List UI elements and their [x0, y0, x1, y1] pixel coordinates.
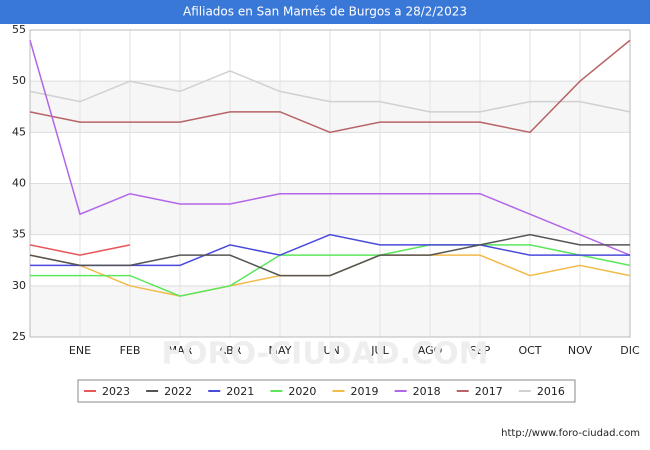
legend-box [77, 379, 576, 403]
legend-label: 2019 [351, 385, 379, 398]
series-line [29, 244, 131, 256]
y-tick-label: 55 [12, 23, 26, 36]
x-tick-label: ENE [69, 344, 91, 357]
y-tick-label: 40 [12, 177, 26, 190]
legend-label: 2017 [475, 385, 503, 398]
series-line [30, 244, 631, 297]
y-tick-label: 35 [12, 228, 26, 241]
legend-label: 2018 [413, 385, 441, 398]
series-line [29, 233, 630, 277]
plot-border [29, 29, 631, 338]
series-line [29, 70, 631, 113]
x-tick-label: MAR [168, 344, 193, 357]
title-bar [0, 0, 650, 24]
y-tick-label: 25 [12, 330, 26, 343]
x-tick-label: AGO [418, 344, 443, 357]
x-tick-label: NOV [568, 344, 593, 357]
footer: http://www.foro-ciudad.com [501, 428, 640, 439]
x-tick-label: OCT [518, 344, 541, 357]
chart-title: Afiliados en San Mamés de Burgos a 28/2/… [183, 5, 467, 19]
watermark: FORO-CIUDAD.COM [162, 337, 489, 372]
legend-label: 2021 [226, 385, 254, 398]
y-tick-label: 50 [12, 74, 26, 87]
series-line [29, 39, 631, 134]
x-tick-label: DIC [620, 344, 640, 357]
x-tick-label: JUL [370, 344, 389, 357]
legend-label: 2016 [537, 385, 565, 398]
y-tick-label: 45 [12, 125, 26, 138]
y-tick-label: 30 [12, 279, 26, 292]
legend-label: 2020 [288, 385, 316, 398]
series-layer [29, 39, 631, 297]
legend-label: 2022 [164, 385, 192, 398]
x-tick-label: ABR [219, 344, 242, 357]
x-tick-label: JUN [319, 344, 340, 357]
x-tick-label: MAY [269, 344, 292, 357]
legend-label: 2023 [102, 385, 130, 398]
x-tick-label: FEB [120, 344, 141, 357]
x-tick-label: SEP [470, 344, 491, 357]
series-line [29, 40, 631, 256]
